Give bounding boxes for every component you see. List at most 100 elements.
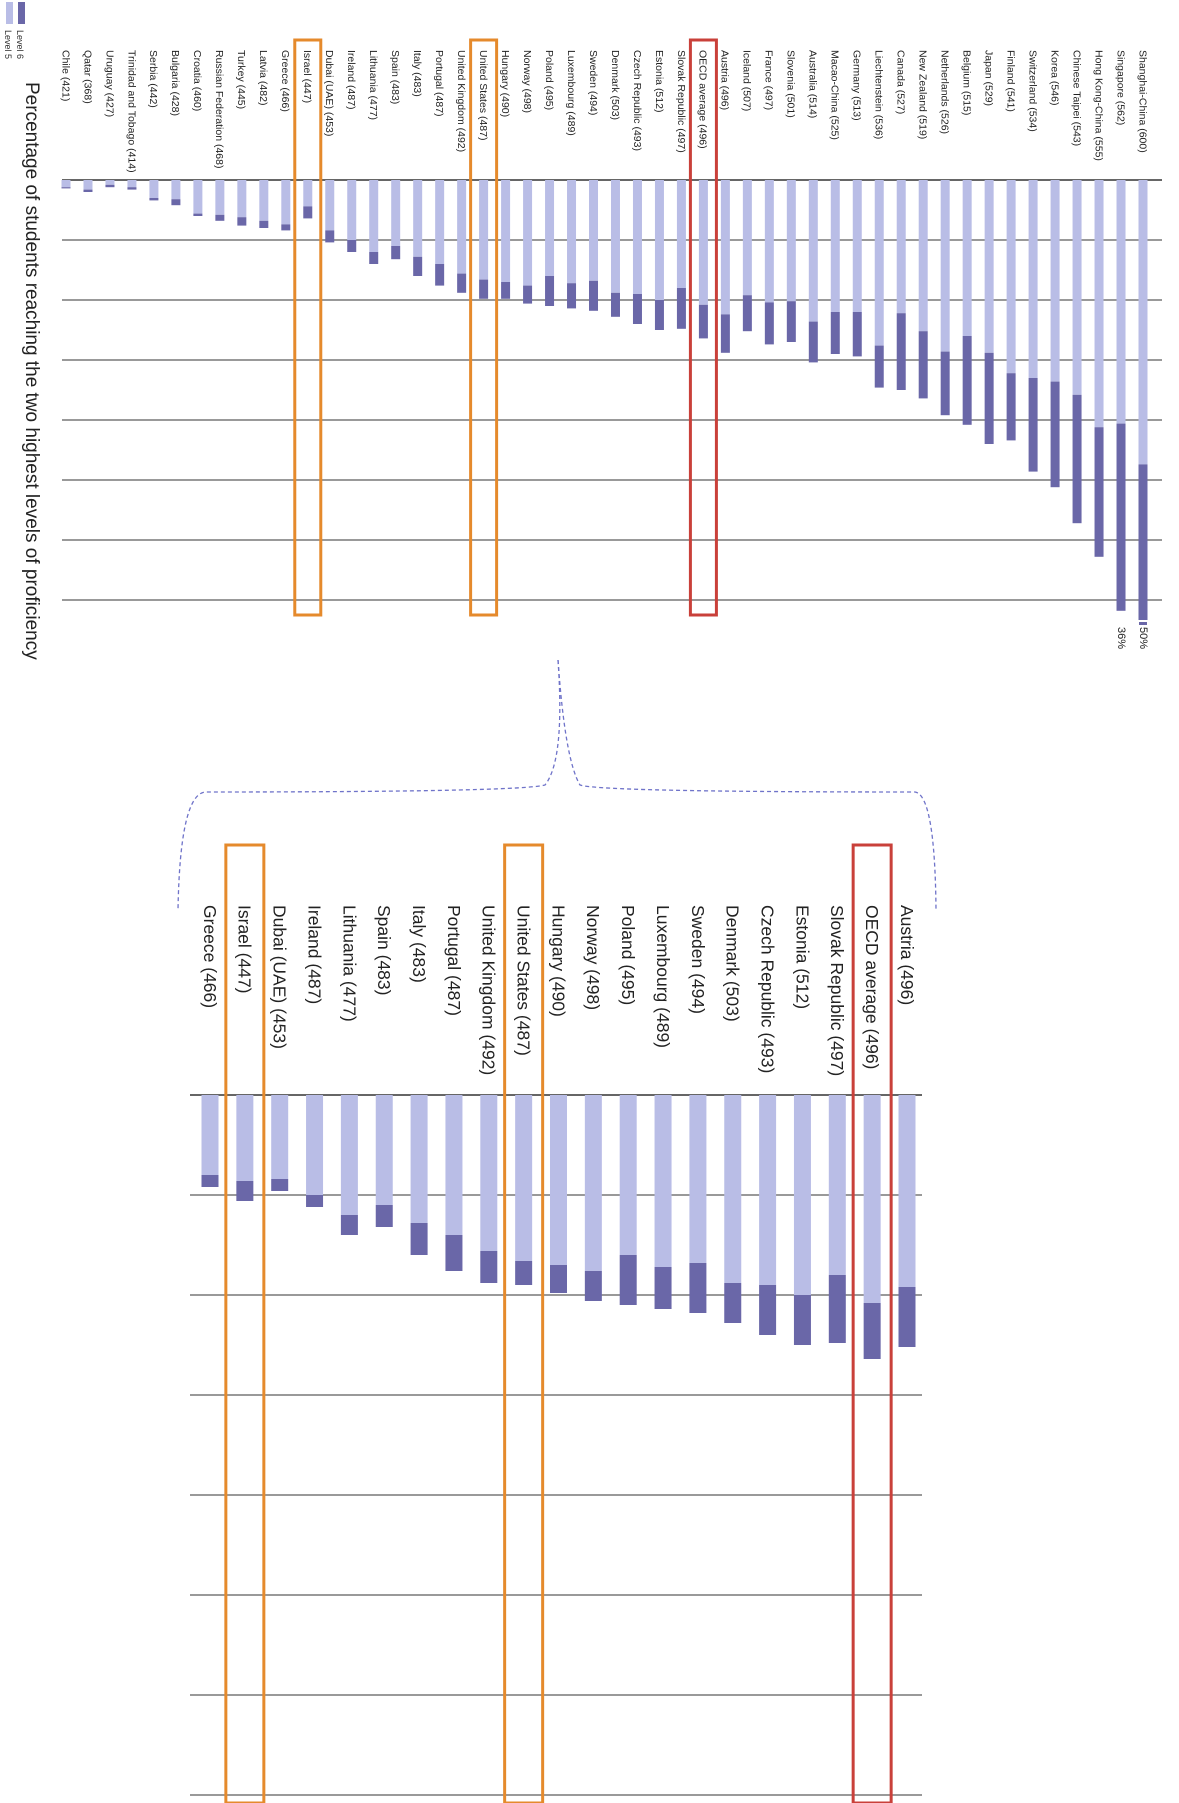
bar-level6-croatia-460 (193, 213, 203, 216)
tick-label-czech-republic-493: Czech Republic (493) (757, 905, 777, 1073)
bar-level5-lithuania-477 (340, 1095, 358, 1215)
tick-label-portugal-487: Portugal (487) (433, 50, 445, 117)
bar-level5-sweden-494 (689, 1095, 707, 1263)
bar-level6-macao-china-525 (830, 312, 840, 354)
bar-level6-chinese-taipei-543 (1072, 394, 1082, 524)
bar-level6-portugal-487 (435, 264, 445, 286)
bar-level6-australia-514 (808, 321, 818, 363)
tick-label-france-497: France (497) (763, 50, 775, 110)
tick-label-greece-466: Greece (466) (200, 905, 220, 1008)
bar-level5-luxembourg-489 (654, 1095, 672, 1267)
bar-level6-denmark-503 (610, 292, 620, 317)
tick-label-chinese-taipei-543: Chinese Taipei (543) (1070, 50, 1082, 146)
annotation-1: 36% (1115, 627, 1127, 649)
bar-level5-greece-466 (201, 1095, 219, 1175)
bar-level6-united-kingdom-492 (457, 273, 467, 293)
bar-level6-italy-483 (410, 1223, 428, 1255)
tick-label-czech-republic-493: Czech Republic (493) (631, 50, 643, 151)
bar-level6-shanghai-china-600 (1138, 464, 1148, 620)
bar-level6-norway-498 (523, 285, 533, 304)
bar-level6-russian-federation-468 (215, 214, 225, 221)
bar-level6-united-kingdom-492 (480, 1251, 498, 1283)
tick-label-dubai-uae-453: Dubai (UAE) (453) (323, 50, 335, 136)
bar-level5-greece-466 (281, 180, 291, 225)
bar-level5-sweden-494 (589, 180, 599, 281)
bar-level5-austria-496 (720, 180, 730, 315)
bar-level5-portugal-487 (445, 1095, 463, 1235)
tick-label-estonia-512: Estonia (512) (792, 905, 812, 1009)
bar-level5-belgium-515 (962, 180, 972, 336)
bar-level5-norway-498 (584, 1095, 602, 1271)
annotation-marker (1139, 622, 1147, 625)
bar-level6-greece-466 (281, 224, 291, 231)
bar-level5-oecd-average-496 (863, 1095, 881, 1303)
tick-label-estonia-512: Estonia (512) (653, 50, 665, 112)
legend-label-level-5: Level 5 (3, 30, 13, 59)
tick-label-ireland-487: Ireland (487) (304, 905, 324, 1004)
bar-level6-lithuania-477 (340, 1215, 358, 1235)
bar-level5-luxembourg-489 (567, 180, 577, 284)
bar-level5-finland-541 (1006, 180, 1016, 374)
bar-level6-korea-546 (1050, 381, 1060, 488)
tick-label-israel-447: Israel (447) (235, 905, 255, 994)
bar-level5-turkey-445 (237, 180, 247, 218)
bar-level6-chile-421 (61, 187, 71, 189)
bar-level6-dubai-uae-453 (325, 230, 335, 243)
bar-level6-czech-republic-493 (759, 1285, 777, 1335)
bar-level6-serbia-442 (149, 198, 159, 201)
highlight-box-israel-447 (293, 38, 323, 617)
bar-level6-hong-kong-china-555 (1094, 427, 1104, 557)
main-chart: Shanghai-China (600) Singapore (562) Hong … (59, 38, 1162, 649)
bar-level5-italy-483 (410, 1095, 428, 1223)
bar-level6-oecd-average-496 (698, 304, 708, 339)
bar-level6-estonia-512 (793, 1295, 811, 1345)
annotation-0: 50% (1137, 627, 1149, 649)
bar-level5-slovak-republic-497 (676, 180, 686, 288)
bar-level6-trinidad-and-tobago-414 (127, 187, 137, 190)
bar-level6-spain-483 (375, 1205, 393, 1227)
highlight-box-oecd-average-496 (851, 843, 893, 1803)
bar-level6-hungary-490 (550, 1265, 567, 1293)
bar-level5-korea-546 (1050, 180, 1060, 382)
tick-label-united-kingdom-492: United Kingdom (492) (455, 50, 467, 152)
tick-label-poland-495: Poland (495) (618, 905, 638, 1005)
tick-label-dubai-uae-453: Dubai (UAE) (453) (270, 905, 290, 1049)
tick-label-sweden-494: Sweden (494) (688, 905, 708, 1014)
bar-level6-israel-447 (303, 206, 313, 219)
bar-level5-ireland-487 (347, 180, 357, 240)
tick-label-liechtenstein-536: Liechtenstein (536) (873, 50, 885, 139)
bar-level6-united-states-487 (479, 279, 489, 299)
bar-level5-switzerland-534 (1028, 180, 1038, 378)
highlight-box-united-states-487 (469, 38, 499, 617)
bar-level5-denmark-503 (724, 1095, 742, 1283)
bar-level6-poland-495 (619, 1255, 637, 1305)
tick-label-bulgaria-428: Bulgaria (428) (169, 50, 181, 116)
bar-level6-slovak-republic-497 (676, 288, 686, 329)
tick-label-shanghai-china-600: Shanghai-China (600) (1136, 50, 1148, 153)
bar-level5-hungary-490 (501, 180, 511, 282)
bar-level5-latvia-482 (259, 180, 269, 221)
bar-level6-ireland-487 (347, 240, 357, 252)
bar-level6-oecd-average-496 (863, 1303, 881, 1359)
tick-label-norway-498: Norway (498) (521, 50, 533, 113)
tick-label-uruguay-427: Uruguay (427) (103, 50, 115, 117)
bar-level5-france-497 (764, 180, 774, 303)
bar-level5-trinidad-and-tobago-414 (127, 180, 137, 188)
bar-level6-finland-541 (1006, 373, 1016, 441)
bar-level5-qatar-368 (83, 180, 93, 190)
tick-label-belgium-515: Belgium (515) (960, 50, 972, 115)
bar-level5-russian-federation-468 (215, 180, 225, 215)
bar-level6-japan-529 (984, 352, 994, 444)
tick-label-oecd-average-496: OECD average (496) (862, 905, 882, 1069)
bar-level6-slovak-republic-497 (828, 1275, 846, 1343)
tick-label-canada-527: Canada (527) (895, 50, 907, 114)
bar-level5-bulgaria-428 (171, 180, 181, 200)
tick-label-slovenia-501: Slovenia (501) (785, 50, 797, 118)
tick-label-slovak-republic-497: Slovak Republic (497) (827, 905, 847, 1076)
tick-label-denmark-503: Denmark (503) (723, 905, 743, 1022)
bar-level6-canada-527 (896, 313, 906, 390)
bar-level6-czech-republic-493 (632, 294, 642, 324)
bar-level5-israel-447 (303, 180, 313, 207)
bar-level6-singapore-562 (1116, 423, 1126, 611)
tick-label-switzerland-534: Switzerland (534) (1026, 50, 1038, 132)
